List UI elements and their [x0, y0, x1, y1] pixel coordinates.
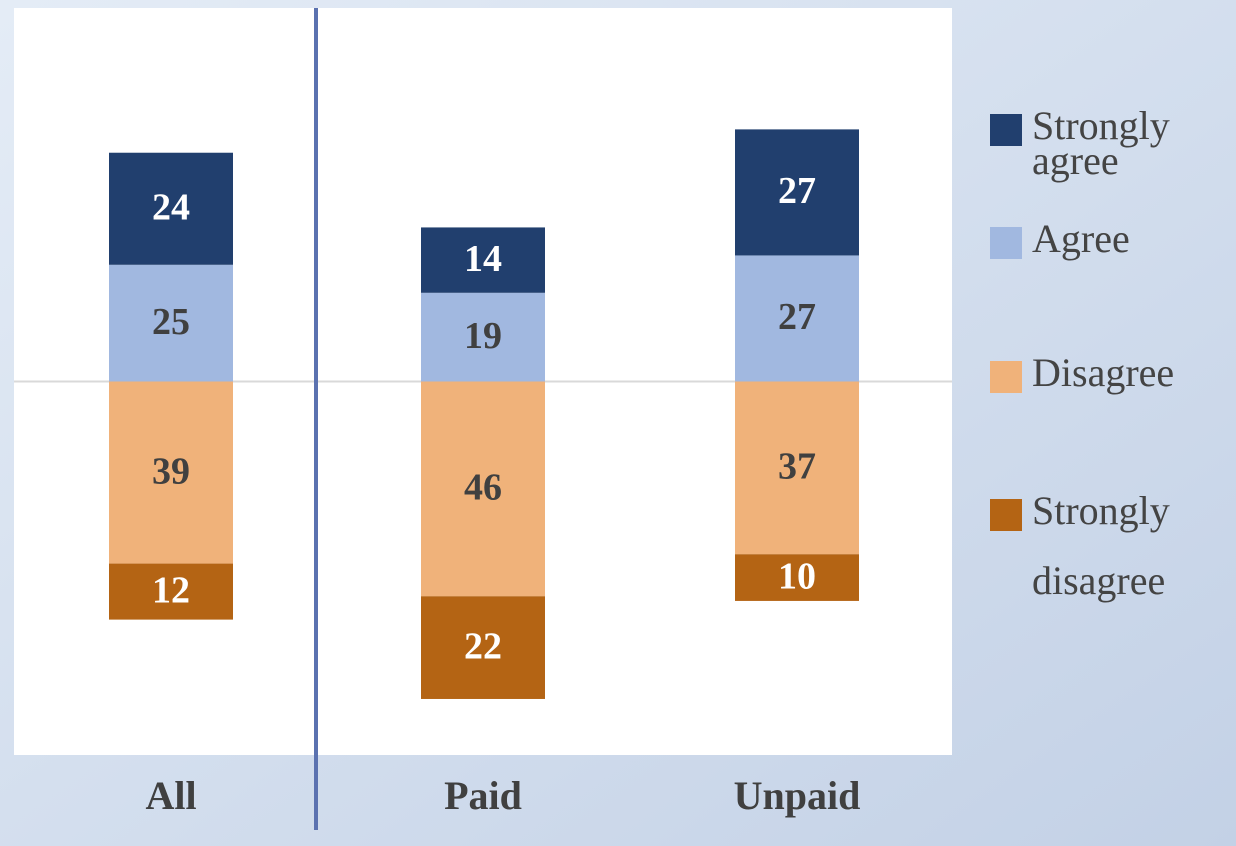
bar-segment: [421, 227, 545, 293]
legend-label: Strongly agree: [1032, 103, 1180, 183]
bar-segment: [735, 381, 859, 555]
data-label: 12: [152, 569, 190, 611]
legend-label: Strongly disagree: [1032, 488, 1180, 603]
data-label: 14: [464, 238, 502, 280]
bar-segment: [735, 255, 859, 382]
data-label: 19: [464, 315, 502, 357]
data-label: 27: [778, 296, 816, 338]
bar-segment: [109, 381, 233, 564]
legend-swatch: [990, 227, 1022, 259]
x-tick-label: Paid: [444, 773, 522, 818]
data-label: 39: [152, 450, 190, 492]
bar-segment: [109, 264, 233, 382]
data-label: 10: [778, 555, 816, 597]
legend-label: Disagree: [1032, 350, 1174, 395]
data-label: 22: [464, 625, 502, 667]
bar-segment: [109, 152, 233, 265]
legend-swatch: [990, 361, 1022, 393]
legend-swatch: [990, 114, 1022, 146]
data-label: 25: [152, 301, 190, 343]
x-tick-label: Unpaid: [734, 773, 861, 818]
bar-segment: [421, 381, 545, 597]
bar-segment: [735, 554, 859, 601]
legend-swatch: [990, 499, 1022, 531]
bar-segment: [421, 596, 545, 699]
x-tick-label: All: [145, 773, 196, 818]
bar-segment: [109, 563, 233, 620]
bar-segment: [735, 129, 859, 256]
bar-segment: [421, 292, 545, 382]
data-label: 24: [152, 186, 190, 228]
legend-label: Agree: [1032, 216, 1130, 261]
data-label: 46: [464, 467, 502, 509]
data-label: 27: [778, 170, 816, 212]
data-label: 37: [778, 446, 816, 488]
